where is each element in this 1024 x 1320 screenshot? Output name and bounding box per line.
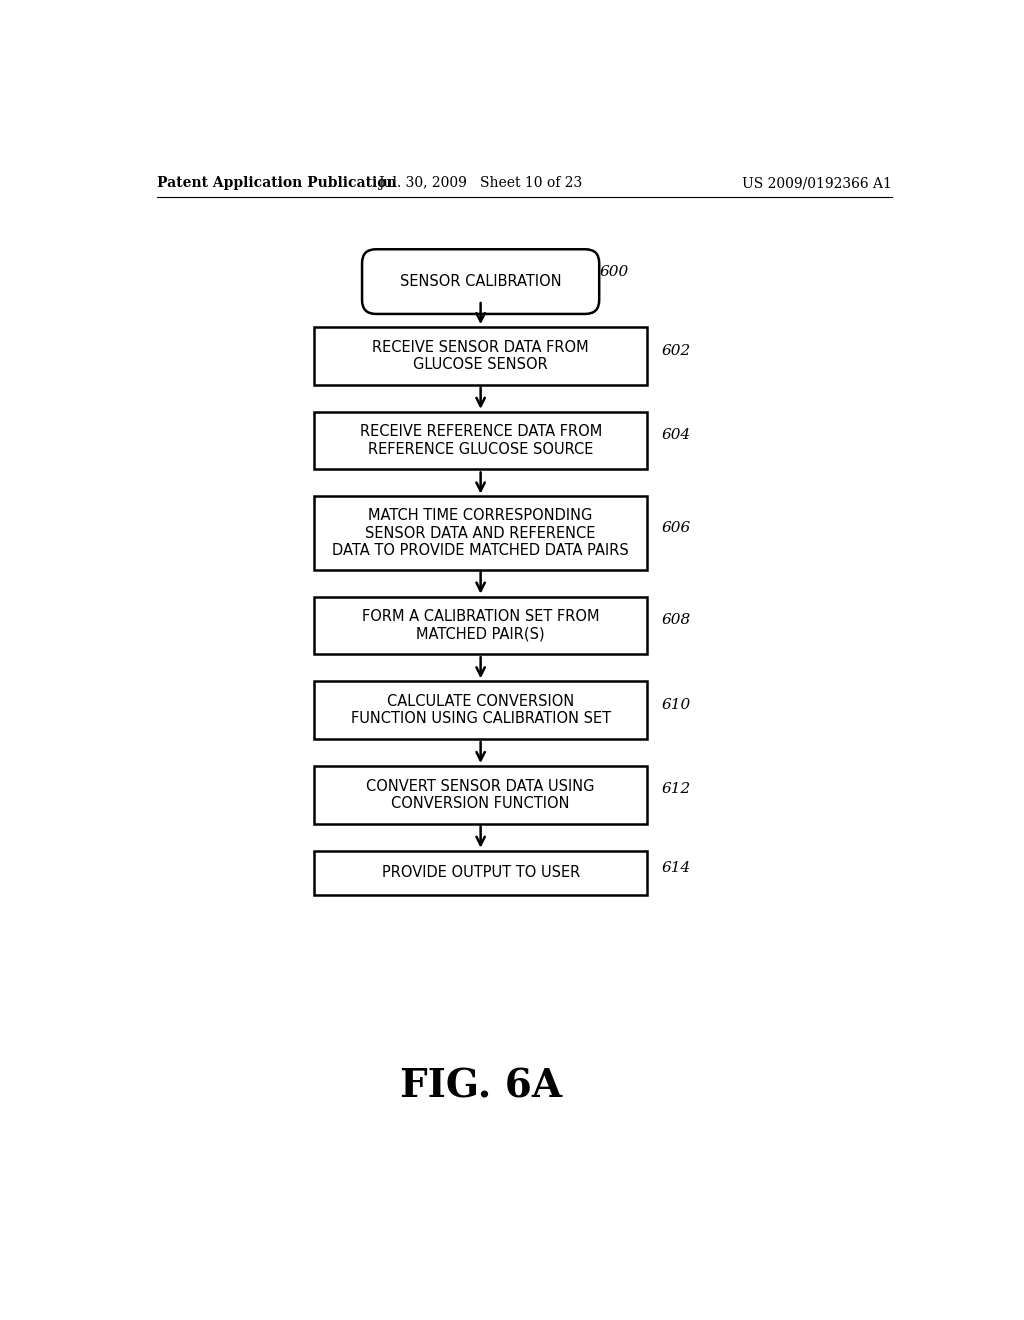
Text: 600: 600: [599, 265, 629, 280]
Text: 606: 606: [662, 520, 690, 535]
FancyBboxPatch shape: [314, 412, 647, 470]
Text: 608: 608: [662, 612, 690, 627]
Text: RECEIVE REFERENCE DATA FROM
REFERENCE GLUCOSE SOURCE: RECEIVE REFERENCE DATA FROM REFERENCE GL…: [359, 425, 602, 457]
Text: 610: 610: [662, 698, 690, 711]
Text: PROVIDE OUTPUT TO USER: PROVIDE OUTPUT TO USER: [382, 866, 580, 880]
Text: SENSOR CALIBRATION: SENSOR CALIBRATION: [399, 275, 561, 289]
Text: 604: 604: [662, 428, 690, 442]
Text: 614: 614: [662, 861, 690, 875]
FancyBboxPatch shape: [314, 850, 647, 895]
Text: FORM A CALIBRATION SET FROM
MATCHED PAIR(S): FORM A CALIBRATION SET FROM MATCHED PAIR…: [361, 610, 599, 642]
FancyBboxPatch shape: [314, 496, 647, 570]
FancyBboxPatch shape: [314, 766, 647, 824]
FancyBboxPatch shape: [362, 249, 599, 314]
Text: Jul. 30, 2009   Sheet 10 of 23: Jul. 30, 2009 Sheet 10 of 23: [379, 176, 583, 190]
Text: CALCULATE CONVERSION
FUNCTION USING CALIBRATION SET: CALCULATE CONVERSION FUNCTION USING CALI…: [350, 694, 610, 726]
Text: MATCH TIME CORRESPONDING
SENSOR DATA AND REFERENCE
DATA TO PROVIDE MATCHED DATA : MATCH TIME CORRESPONDING SENSOR DATA AND…: [332, 508, 629, 558]
FancyBboxPatch shape: [314, 327, 647, 385]
Text: US 2009/0192366 A1: US 2009/0192366 A1: [742, 176, 892, 190]
Text: CONVERT SENSOR DATA USING
CONVERSION FUNCTION: CONVERT SENSOR DATA USING CONVERSION FUN…: [367, 779, 595, 810]
Text: 602: 602: [662, 343, 690, 358]
Text: 612: 612: [662, 783, 690, 796]
Text: Patent Application Publication: Patent Application Publication: [158, 176, 397, 190]
Text: FIG. 6A: FIG. 6A: [399, 1068, 562, 1105]
FancyBboxPatch shape: [314, 597, 647, 655]
Text: RECEIVE SENSOR DATA FROM
GLUCOSE SENSOR: RECEIVE SENSOR DATA FROM GLUCOSE SENSOR: [373, 339, 589, 372]
FancyBboxPatch shape: [314, 681, 647, 739]
